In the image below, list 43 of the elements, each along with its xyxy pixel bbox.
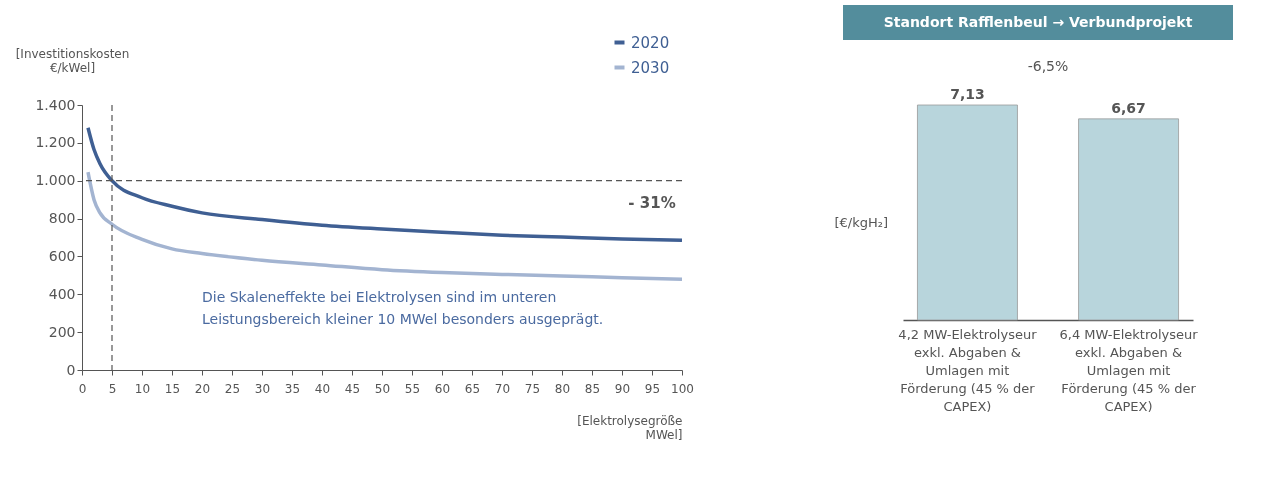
x-tick-label: 70: [494, 381, 511, 396]
x-axis-title: [Elektrolysegröße MWel]: [577, 413, 683, 442]
x-tick-label: 5: [108, 381, 117, 396]
x-tick-label: 6,4 MW-Elektrolyseur exkl. Abgaben & Umlagen mit Förderung (45 % der CAPEX): [1059, 326, 1199, 414]
chart-title: Standort Rafflenbeul → Verbundprojekt: [883, 14, 1193, 30]
legend-label: 2030: [631, 58, 670, 77]
x-tick-label: 45: [344, 381, 361, 396]
y-axis-title: [Investitionskosten €/kWel]: [15, 46, 130, 75]
x-tick-label: 20: [194, 381, 211, 396]
text: -6,5%: [1027, 58, 1069, 74]
x-tick-label: 4,2 MW-Elektrolyseur exkl. Abgaben & Umlagen mit Förderung (45 % der CAPEX): [898, 326, 1038, 414]
x-tick-label: 50: [374, 381, 391, 396]
line-series: [86, 170, 684, 281]
x-tick-label: 15: [164, 381, 181, 396]
legend-label: 2020: [631, 33, 670, 52]
x-tick-label: 60: [434, 381, 451, 396]
x-tick-label: 40: [314, 381, 331, 396]
x-tick-label: 55: [404, 381, 421, 396]
x-tick-label: 10: [134, 381, 151, 396]
y-tick-label: 1.200: [35, 134, 76, 151]
y-axis-title: [€/kgH₂]: [834, 215, 888, 231]
y-tick-label: 800: [48, 210, 76, 227]
x-tick-label: 0: [78, 381, 87, 396]
data-label: 6,67: [1111, 99, 1146, 116]
x-tick-label: 30: [254, 381, 271, 396]
x-tick-label: 25: [224, 381, 241, 396]
y-tick-label: 1.400: [35, 96, 76, 113]
x-tick-label: 85: [584, 381, 601, 396]
x-tick-label: 65: [464, 381, 481, 396]
x-tick-label: 75: [524, 381, 541, 396]
x-tick-label: 80: [554, 381, 571, 396]
data-label: 7,13: [950, 86, 985, 102]
y-tick-label: 1.000: [35, 172, 76, 189]
line-series: [86, 125, 684, 243]
annotation: - 31%: [628, 194, 676, 213]
y-tick-label: 200: [48, 323, 76, 340]
y-tick-label: 400: [48, 285, 76, 302]
y-tick-label: 600: [48, 247, 76, 264]
x-tick-label: 35: [284, 381, 301, 396]
annotation: Die Skaleneffekte bei Elektrolysen sind im unteren Leistungsbereich kleiner 10 MWel besonders ausgeprägt.: [202, 289, 604, 328]
x-tick-label: 95: [644, 381, 661, 396]
x-tick-label: 100: [671, 381, 694, 396]
x-tick-label: 90: [614, 381, 631, 396]
